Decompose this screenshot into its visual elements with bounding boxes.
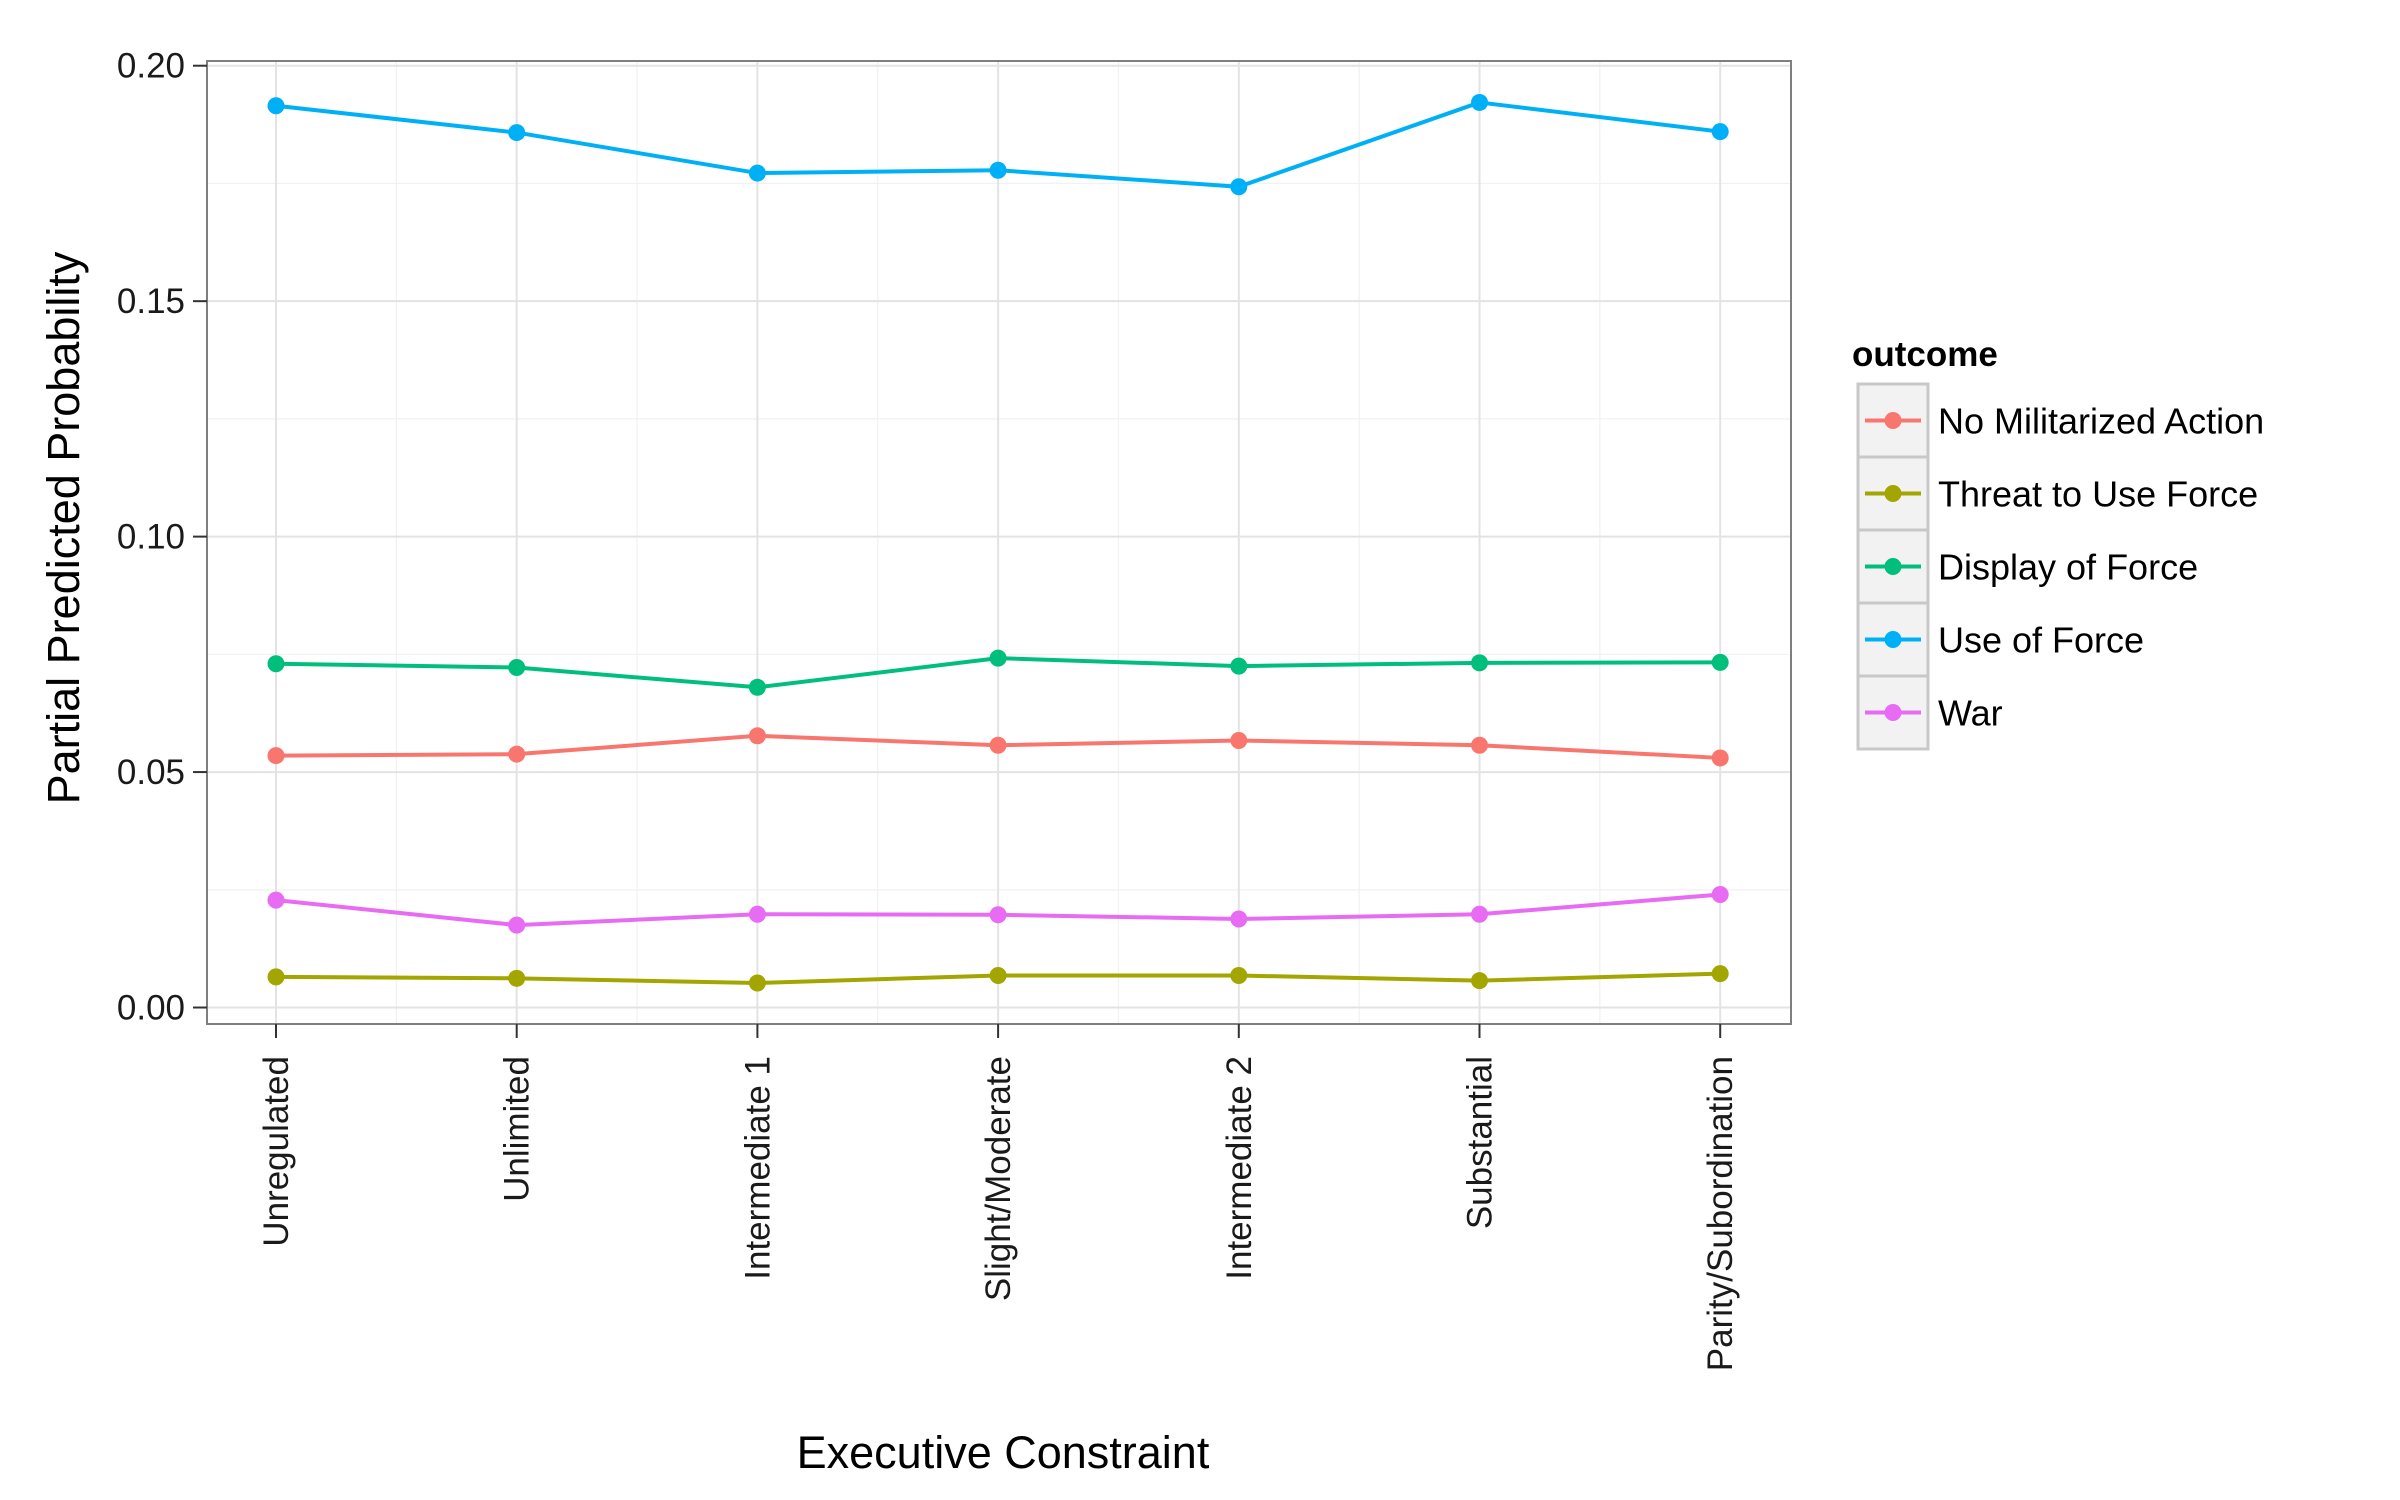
legend-item: War — [1856, 674, 2003, 751]
data-point — [1230, 910, 1248, 928]
data-point — [1471, 654, 1488, 672]
y-tick-label: 0.15 — [117, 282, 185, 321]
legend-key-point — [1884, 558, 1902, 575]
data-point — [1711, 653, 1729, 671]
x-tick-label: Parity/Subordination — [1701, 1056, 1740, 1371]
x-tick-label: Intermediate 2 — [1220, 1056, 1259, 1280]
data-point — [1230, 657, 1248, 675]
x-tick-label: Unlimited — [498, 1056, 537, 1202]
data-point — [508, 916, 526, 934]
legend-key-point — [1884, 412, 1902, 429]
legend: outcome No Militarized Action Threat to U… — [1852, 335, 2264, 751]
data-point — [267, 747, 285, 765]
data-point — [989, 906, 1007, 924]
x-axis-title: Executive Constraint — [797, 1427, 1210, 1478]
data-point — [508, 659, 526, 677]
series-use-of-force — [267, 93, 1729, 196]
legend-key-point — [1884, 704, 1902, 721]
data-point — [508, 124, 526, 142]
legend-key-point — [1884, 485, 1902, 502]
legend-label: Threat to Use Force — [1938, 474, 2258, 515]
legend-items: No Militarized Action Threat to Use Force… — [1856, 382, 2264, 751]
series-threat-to-use-force — [267, 965, 1729, 992]
y-axis-title: Partial Predicted Probability — [38, 251, 89, 804]
y-tick-label: 0.10 — [117, 518, 185, 557]
legend-label: Display of Force — [1938, 547, 2198, 588]
x-tick-label: Substantial — [1461, 1056, 1500, 1229]
x-tick-label: Slight/Moderate — [979, 1056, 1018, 1301]
plot-panel — [206, 60, 1792, 1025]
data-point — [1711, 886, 1729, 904]
x-tick-label: Unregulated — [257, 1056, 296, 1247]
data-point — [989, 649, 1007, 667]
series-war — [267, 886, 1729, 934]
legend-label: No Militarized Action — [1938, 401, 2264, 442]
data-point — [267, 968, 285, 986]
series-no-militarized-action — [267, 727, 1729, 767]
data-point — [508, 969, 526, 987]
series-display-of-force — [267, 649, 1729, 696]
legend-key-point — [1884, 631, 1902, 648]
legend-item: Display of Force — [1856, 528, 2198, 605]
data-point — [267, 891, 285, 909]
data-point — [267, 655, 285, 673]
y-tick-label: 0.05 — [117, 753, 185, 792]
data-point — [748, 974, 766, 992]
data-point — [748, 164, 766, 182]
y-axis: 0.00 0.05 0.10 0.15 0.20 — [117, 47, 207, 1028]
data-point — [1471, 736, 1488, 754]
data-point — [748, 678, 766, 696]
data-point — [267, 97, 285, 115]
data-point — [1711, 965, 1729, 983]
data-point — [1230, 966, 1248, 984]
data-point — [1711, 749, 1729, 767]
data-point — [1230, 178, 1248, 196]
data-point — [989, 736, 1007, 754]
data-point — [508, 745, 526, 763]
legend-label: Use of Force — [1938, 620, 2144, 661]
data-point — [748, 905, 766, 923]
x-tick-label: Intermediate 1 — [738, 1056, 777, 1280]
y-tick-label: 0.00 — [117, 989, 185, 1028]
data-point — [989, 966, 1007, 984]
data-point — [989, 161, 1007, 179]
x-axis: Unregulated Unlimited Intermediate 1 Slight… — [257, 1024, 1740, 1371]
data-point — [1471, 93, 1488, 111]
data-point — [1471, 905, 1488, 923]
series-layer — [267, 93, 1729, 992]
y-tick-label: 0.20 — [117, 47, 185, 86]
legend-label: War — [1938, 693, 2003, 734]
legend-title: outcome — [1852, 335, 1998, 374]
data-point — [1471, 972, 1488, 990]
data-point — [748, 727, 766, 745]
data-point — [1711, 123, 1729, 141]
data-point — [1230, 732, 1248, 750]
legend-item: Threat to Use Force — [1856, 455, 2258, 532]
